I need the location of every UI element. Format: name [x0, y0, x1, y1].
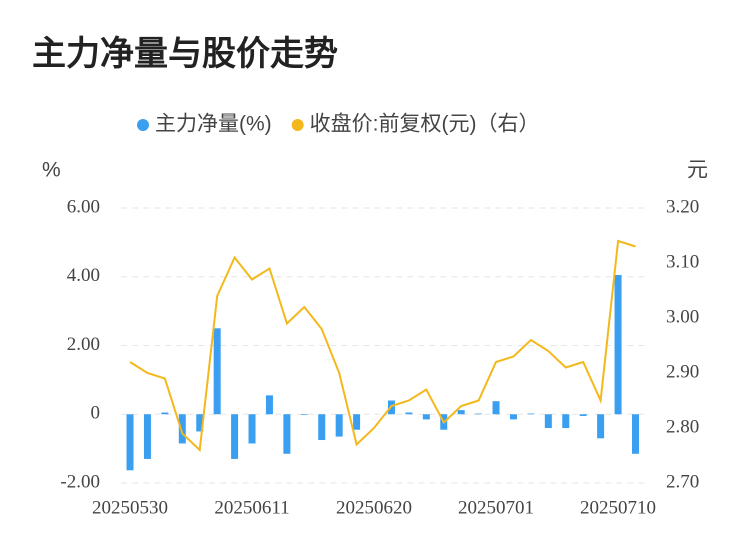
- x-tick-label: 20250710: [580, 497, 656, 518]
- bar: [492, 401, 500, 415]
- y-tick-label: 0: [91, 403, 101, 424]
- y2-axis-label: 元: [687, 159, 708, 182]
- legend-label: 主力净量(%): [155, 113, 272, 136]
- bar: [562, 414, 570, 428]
- y2-tick-label: 3.20: [666, 196, 699, 217]
- legend-marker: [137, 119, 149, 131]
- y-tick-label: 6.00: [67, 196, 100, 217]
- bar: [405, 412, 413, 415]
- bar: [597, 414, 605, 439]
- bar: [178, 414, 186, 444]
- bar: [196, 414, 204, 432]
- price-line: [129, 239, 636, 453]
- bar: [631, 414, 639, 454]
- bar: [231, 414, 239, 459]
- chart-title: 主力净量与股价走势: [32, 35, 338, 73]
- bar: [579, 414, 587, 416]
- bar: [544, 414, 552, 428]
- bar: [161, 412, 169, 415]
- bar: [422, 414, 430, 420]
- y-tick-label: -2.00: [60, 471, 100, 492]
- y2-tick-label: 2.70: [666, 471, 699, 492]
- bar: [126, 414, 134, 471]
- x-tick-label: 20250620: [336, 497, 412, 518]
- bar: [509, 414, 517, 420]
- bar: [143, 414, 151, 459]
- bar: [475, 413, 483, 415]
- y2-tick-label: 2.90: [666, 361, 699, 382]
- bar: [353, 414, 361, 430]
- bar: [614, 275, 622, 415]
- bar: [457, 410, 465, 415]
- legend-marker: [291, 119, 304, 131]
- bar: [300, 414, 308, 415]
- y2-tick-label: 2.80: [666, 416, 699, 437]
- y-tick-label: 2.00: [67, 334, 100, 355]
- bar: [213, 328, 221, 415]
- y2-tick-label: 3.00: [666, 306, 699, 327]
- x-tick-label: 20250701: [458, 497, 534, 518]
- x-tick-label: 20250530: [92, 497, 168, 518]
- x-tick-label: 20250611: [214, 497, 289, 518]
- bar: [265, 395, 273, 415]
- bar: [527, 413, 535, 415]
- y-axis-label: %: [42, 159, 61, 182]
- bar: [248, 414, 256, 444]
- bar: [318, 414, 326, 441]
- bar: [335, 414, 343, 437]
- y-tick-label: 4.00: [67, 265, 100, 286]
- bar: [283, 414, 291, 454]
- legend-label: 收盘价:前复权(元)（右）: [310, 113, 540, 136]
- y2-tick-label: 3.10: [666, 251, 699, 272]
